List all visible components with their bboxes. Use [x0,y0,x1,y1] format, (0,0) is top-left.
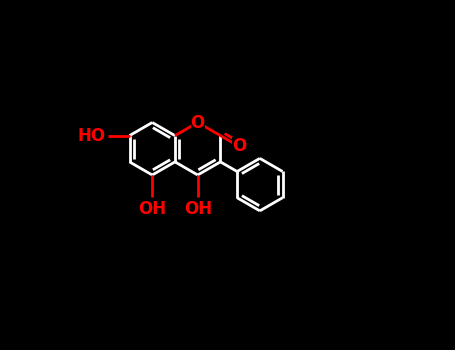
Text: HO: HO [78,127,106,145]
Text: O: O [232,138,246,155]
Text: O: O [191,113,205,132]
Text: OH: OH [184,199,212,217]
Text: OH: OH [138,199,167,217]
